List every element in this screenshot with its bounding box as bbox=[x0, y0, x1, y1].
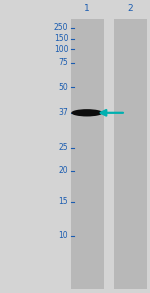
Text: 150: 150 bbox=[54, 34, 68, 43]
Text: 37: 37 bbox=[58, 108, 68, 117]
Bar bbox=[70, 19, 104, 289]
Text: 2: 2 bbox=[128, 4, 133, 13]
Text: 20: 20 bbox=[59, 166, 68, 175]
Text: 75: 75 bbox=[58, 59, 68, 67]
Text: 1: 1 bbox=[84, 4, 90, 13]
Text: 25: 25 bbox=[59, 144, 68, 152]
Bar bbox=[114, 19, 147, 289]
Text: 10: 10 bbox=[59, 231, 68, 240]
Ellipse shape bbox=[71, 109, 103, 116]
Text: 15: 15 bbox=[59, 197, 68, 206]
Text: 100: 100 bbox=[54, 45, 68, 54]
Text: 50: 50 bbox=[58, 83, 68, 92]
Text: 250: 250 bbox=[54, 23, 68, 32]
